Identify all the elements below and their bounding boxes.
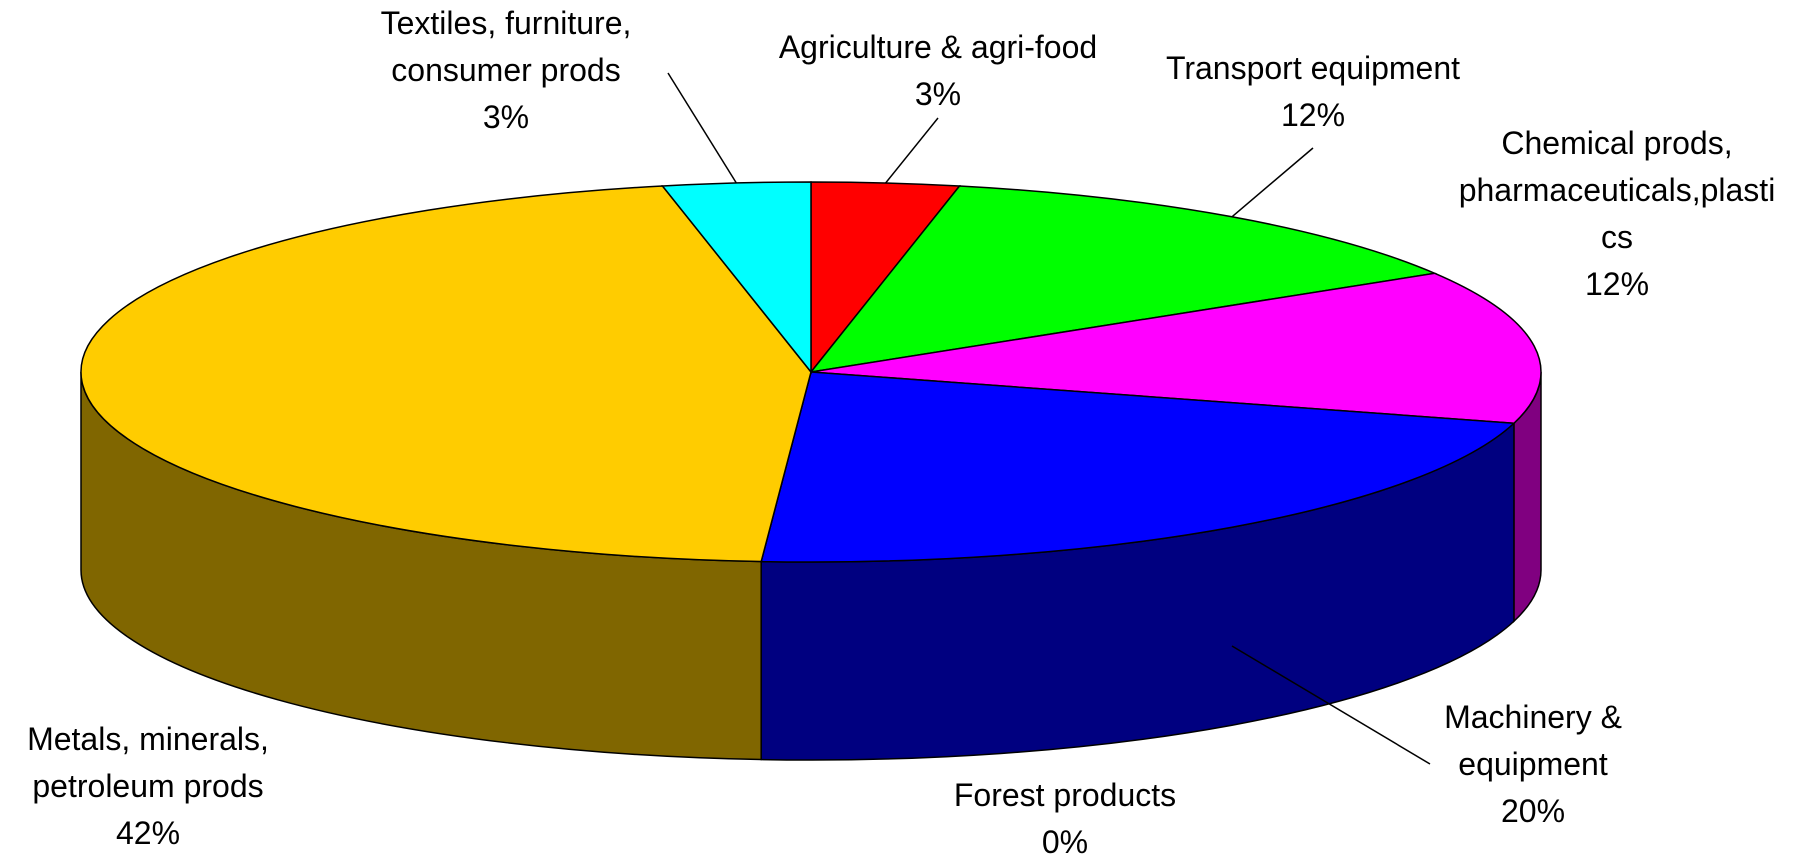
value-label: 12% <box>1584 266 1650 302</box>
category-label: Agriculture & agri-food <box>778 29 1098 65</box>
category-label: Chemical prods, pharmaceuticals,plastics <box>1458 125 1776 255</box>
value-label: 42% <box>115 815 181 851</box>
slice-label: Chemical prods, pharmaceuticals,plastics… <box>1452 120 1782 308</box>
slice <box>810 272 1542 425</box>
slice <box>809 185 1438 374</box>
category-label: Machinery & equipment <box>1444 699 1622 782</box>
value-label: 20% <box>1500 793 1566 829</box>
category-label: Textiles, furniture, consumer prods <box>380 5 632 88</box>
leader-line <box>885 117 939 184</box>
category-label: Metals, minerals, petroleum prods <box>27 721 269 804</box>
leader-line <box>1231 147 1314 218</box>
value-label: 12% <box>1280 97 1346 133</box>
value-label: 3% <box>482 99 530 135</box>
slice <box>760 371 1516 563</box>
slice-label: Metals, minerals, petroleum prods 42% <box>0 716 298 857</box>
slice <box>660 181 812 375</box>
slice-label: Machinery & equipment 20% <box>1403 694 1663 835</box>
slice-label: Forest products 0% <box>885 772 1245 866</box>
slice-label: Agriculture & agri-food 3% <box>728 24 1148 118</box>
slice-label: Transport equipment 12% <box>1113 45 1513 139</box>
value-label: 3% <box>914 76 962 112</box>
leader-line <box>1231 645 1431 765</box>
value-label: 0% <box>1041 824 1089 860</box>
leader-line <box>667 72 737 184</box>
category-label: Forest products <box>953 777 1177 813</box>
slice <box>80 185 812 563</box>
slice-label: Textiles, furniture, consumer prods 3% <box>346 0 666 141</box>
category-label: Transport equipment <box>1165 50 1461 86</box>
